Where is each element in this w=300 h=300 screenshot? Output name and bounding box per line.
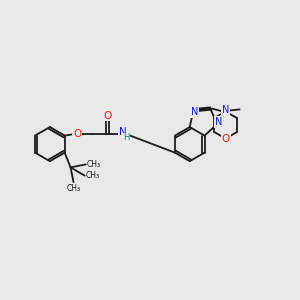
Text: CH₃: CH₃ [87, 160, 101, 169]
Text: O: O [103, 110, 112, 121]
Text: H: H [124, 133, 130, 142]
Text: O: O [73, 129, 81, 139]
Text: O: O [221, 134, 230, 144]
Text: N: N [119, 127, 127, 137]
Text: N: N [191, 107, 198, 117]
Text: CH₃: CH₃ [66, 184, 81, 194]
Text: N: N [215, 117, 222, 127]
Text: N: N [222, 105, 229, 115]
Text: CH₃: CH₃ [86, 171, 100, 180]
